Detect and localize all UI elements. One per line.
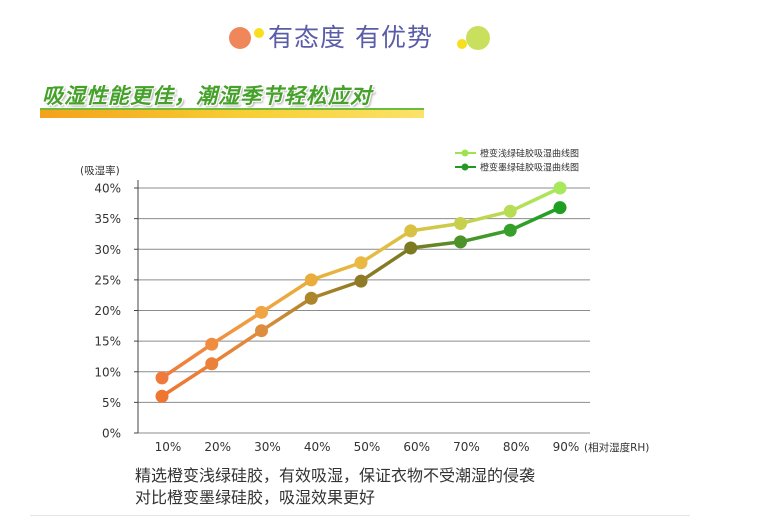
y-tick-label: 25%: [94, 273, 121, 287]
data-point: [503, 204, 517, 218]
y-tick-label: 15%: [94, 335, 121, 349]
y-tick-label: 35%: [94, 212, 121, 226]
data-point: [205, 357, 219, 371]
banner-underline: [40, 108, 424, 118]
caption-line-1: 精选橙变浅绿硅胶，有效吸湿，保证衣物不受潮湿的侵袭: [135, 466, 536, 485]
legend-label: 橙变墨绿硅胶吸湿曲线图: [480, 162, 579, 174]
section-title: 有态度 有优势: [268, 23, 433, 52]
data-point: [454, 235, 467, 249]
bottom-divider: [30, 515, 690, 516]
y-tick-label: 10%: [94, 365, 121, 379]
x-tick-label: 10%: [155, 440, 182, 454]
yellow-dot-icon: [254, 28, 264, 38]
data-point: [404, 241, 418, 255]
data-point: [404, 224, 418, 238]
x-tick-label: 60%: [403, 440, 430, 454]
x-tick-label: 20%: [204, 440, 231, 454]
caption-line-2: 对比橙变墨绿硅胶，吸湿效果更好: [135, 488, 376, 507]
y-tick-label: 40%: [94, 182, 121, 196]
data-point: [304, 273, 318, 287]
y-tick-label: 20%: [94, 304, 121, 318]
legend-marker: [461, 149, 469, 157]
yellow-dot-icon: [457, 39, 467, 49]
data-point: [155, 371, 169, 385]
data-point: [354, 274, 368, 288]
data-point: [503, 223, 517, 237]
feature-banner-text: 吸湿性能更佳，潮湿季节轻松应对: [42, 84, 372, 108]
data-point: [155, 389, 169, 403]
data-point: [454, 217, 467, 231]
data-point: [553, 201, 567, 215]
y-axis-title: (吸湿率): [80, 164, 120, 177]
data-point: [304, 291, 318, 305]
series-line-2: [161, 206, 561, 398]
orange-circle-icon: [229, 27, 251, 49]
legend-label: 橙变浅绿硅胶吸湿曲线图: [480, 148, 579, 160]
x-axis-title: (相对湿度RH): [584, 441, 649, 454]
legend-marker: [461, 163, 469, 171]
humidity-absorption-chart: 0% 5% 10% 15% 20% 25% 30% 35% 40% 10% 20% 30% 40% 50%…: [80, 148, 649, 455]
data-point: [205, 337, 219, 351]
x-tick-label: 70%: [453, 440, 480, 454]
data-point: [553, 181, 567, 195]
y-tick-label: 30%: [94, 243, 121, 257]
x-tick-label: 90%: [553, 440, 580, 454]
x-tick-label: 80%: [503, 440, 530, 454]
y-tick-label: 0%: [102, 427, 121, 441]
data-point: [354, 256, 368, 270]
x-tick-label: 30%: [254, 440, 281, 454]
data-point: [255, 305, 268, 319]
x-tick-label: 40%: [304, 440, 331, 454]
green-circle-icon: [466, 26, 490, 50]
data-point: [255, 324, 268, 338]
y-tick-label: 5%: [102, 396, 121, 410]
x-tick-label: 50%: [354, 440, 381, 454]
